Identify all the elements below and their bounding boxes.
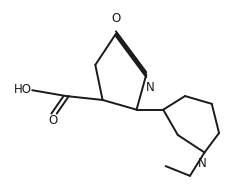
Text: N: N	[198, 157, 206, 170]
Text: HO: HO	[13, 83, 31, 96]
Text: N: N	[146, 81, 155, 94]
Text: O: O	[111, 12, 121, 25]
Text: O: O	[48, 114, 58, 127]
